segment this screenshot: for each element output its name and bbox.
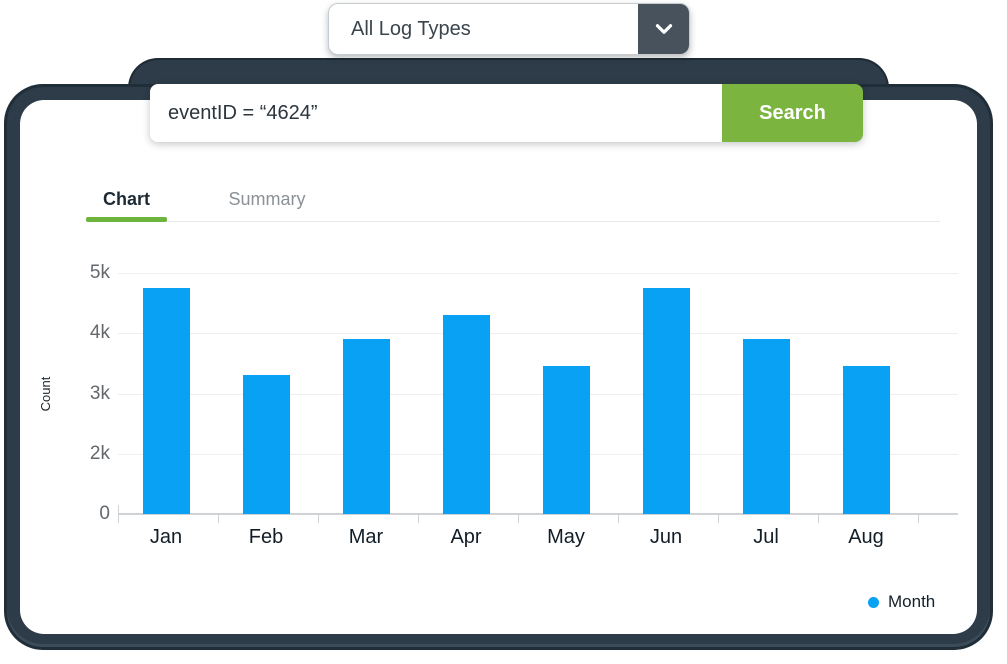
search-bar: eventID = “4624” Search xyxy=(150,84,863,142)
x-tick-label: May xyxy=(547,526,585,548)
x-tick-label: Jun xyxy=(649,526,683,548)
y-tick-label: 3k xyxy=(89,382,110,404)
x-tick-mark xyxy=(718,514,719,523)
chevron-down-icon[interactable] xyxy=(638,4,689,54)
x-axis-line xyxy=(118,513,958,515)
active-tab-underline xyxy=(86,217,167,222)
tab-divider xyxy=(88,221,940,222)
x-tick-label: Mar xyxy=(348,526,384,548)
gridline xyxy=(118,273,958,274)
y-tick-label: 5k xyxy=(89,262,110,283)
x-tick-label: Apr xyxy=(450,526,482,548)
y-tick-label: 2k xyxy=(89,442,110,464)
y-axis-title: Count xyxy=(38,376,53,412)
x-tick-mark xyxy=(518,514,519,523)
gridline xyxy=(118,393,958,395)
bar-may xyxy=(542,366,590,514)
tab-summary[interactable]: Summary xyxy=(228,189,306,209)
x-tick-mark xyxy=(118,514,119,523)
x-tick-mark xyxy=(918,514,919,523)
y-tick-label: 4k xyxy=(89,322,110,344)
y-axis-tick-labels: 5k 4k 3k 2k 0 xyxy=(60,262,110,524)
y-tick-label: 0 xyxy=(99,503,110,524)
log-type-dropdown[interactable]: All Log Types xyxy=(328,3,690,55)
x-tick-mark xyxy=(318,514,319,523)
x-tick-mark xyxy=(418,514,419,523)
chart-plot: Jan Feb Mar Apr May Jun Jul Aug xyxy=(118,273,958,548)
bar-jul xyxy=(742,339,790,514)
legend-label: Month xyxy=(888,592,936,611)
x-tick-label: Aug xyxy=(848,526,884,548)
search-button[interactable]: Search xyxy=(722,84,863,142)
y-axis-stub xyxy=(118,505,119,514)
bar-jan xyxy=(142,288,190,514)
x-tick-label: Feb xyxy=(248,526,284,548)
bar-mar xyxy=(342,339,390,514)
log-type-dropdown-value: All Log Types xyxy=(351,17,471,40)
bar-jun xyxy=(642,288,690,514)
x-tick-label: Jul xyxy=(753,526,779,548)
bar-aug xyxy=(842,366,890,514)
legend-dot-icon xyxy=(868,596,879,608)
gridline xyxy=(118,453,958,455)
bar-feb xyxy=(242,375,290,514)
tab-chart[interactable]: Chart xyxy=(102,189,150,209)
gridline xyxy=(118,333,958,335)
x-tick-mark xyxy=(618,514,619,523)
x-tick-mark xyxy=(218,514,219,523)
bar-apr xyxy=(442,315,490,514)
search-input[interactable]: eventID = “4624” xyxy=(150,84,722,142)
x-tick-mark xyxy=(818,514,819,523)
chart-legend: Month xyxy=(868,592,935,612)
x-tick-label: Jan xyxy=(149,526,183,548)
